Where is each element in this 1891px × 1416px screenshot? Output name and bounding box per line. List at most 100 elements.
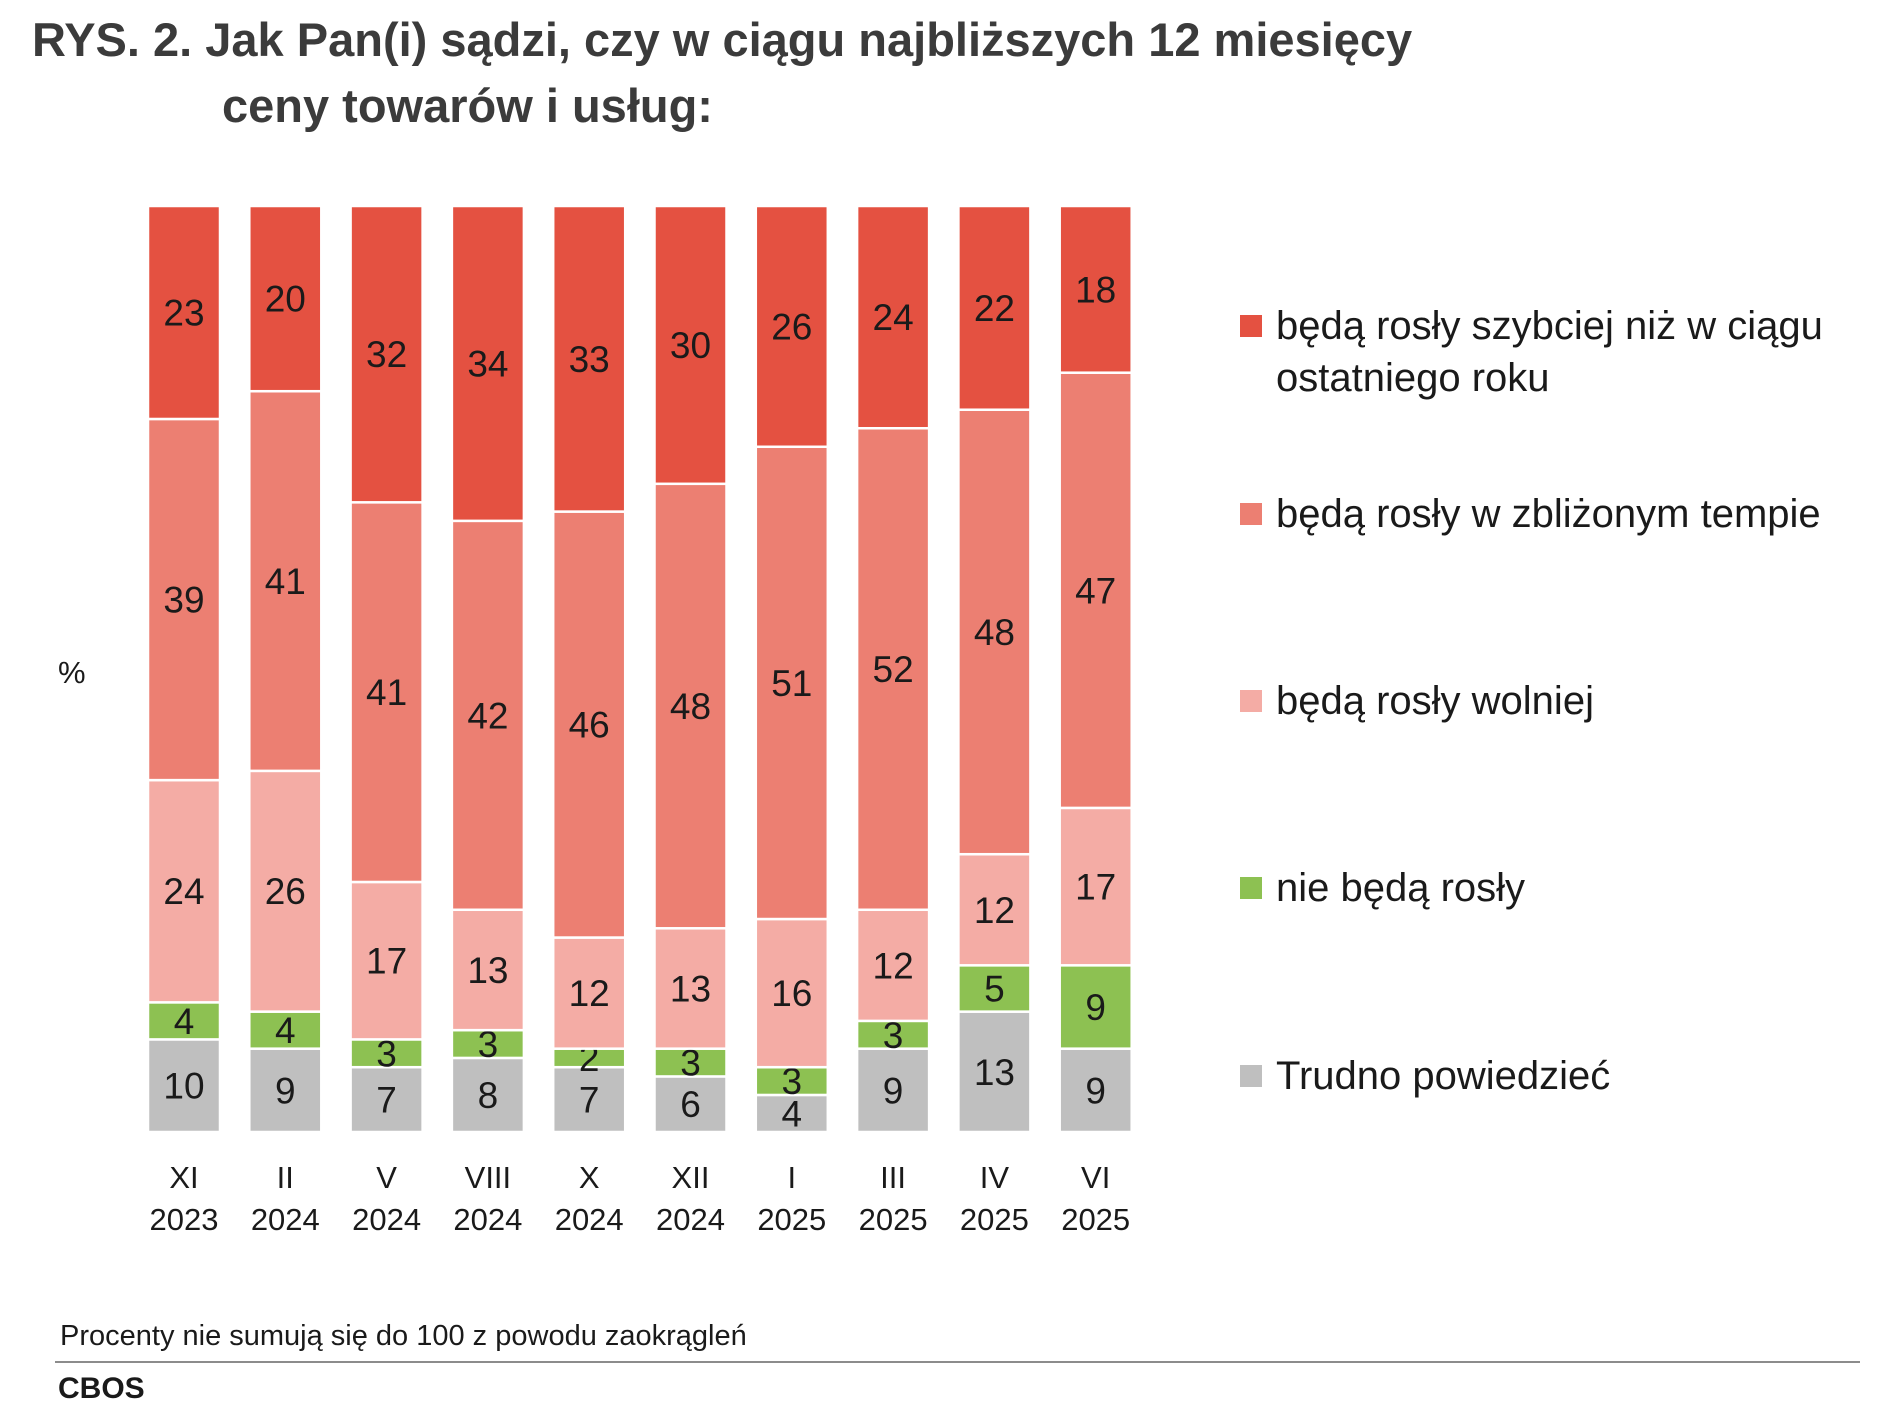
bar-segment: [248, 1047, 323, 1134]
data-label: 7: [376, 1080, 397, 1121]
x-tick-label: XII: [672, 1160, 710, 1195]
footer-divider: [55, 1361, 1860, 1363]
x-tick-label: 2023: [150, 1202, 219, 1237]
chart-title: RYS. 2. Jak Pan(i) sądzi, czy w ciągu na…: [32, 13, 1413, 66]
data-label: 30: [670, 325, 711, 366]
bar-segment: [450, 519, 526, 912]
data-label: 46: [569, 705, 610, 746]
data-label: 48: [974, 612, 1015, 653]
data-label: 13: [467, 950, 508, 991]
data-label: 18: [1075, 269, 1116, 310]
bar-segment: [855, 908, 931, 1023]
data-label: 7: [579, 1080, 600, 1121]
data-label: 48: [670, 686, 711, 727]
data-label: 24: [873, 297, 914, 338]
bar-segment: [1058, 371, 1133, 810]
bar-segment: [248, 389, 323, 773]
data-label: 12: [569, 973, 610, 1014]
bar-segment: [551, 510, 627, 939]
data-label: 34: [467, 343, 508, 384]
data-label: 4: [275, 1010, 296, 1051]
data-label: 41: [265, 561, 306, 602]
source-label: CBOS: [58, 1372, 145, 1405]
x-tick-label: III: [880, 1160, 906, 1195]
bar-segment: [957, 408, 1032, 856]
data-label: 3: [883, 1015, 904, 1056]
data-label: 3: [376, 1033, 397, 1074]
legend-swatch: [1240, 503, 1262, 525]
data-label: 8: [478, 1075, 499, 1116]
x-tick-label: I: [787, 1160, 796, 1195]
bar-segment: [450, 204, 526, 523]
data-label: 4: [174, 1001, 195, 1042]
data-label: 47: [1075, 570, 1116, 611]
legend-label-line: będą rosły w zbliżonym tempie: [1276, 492, 1821, 536]
bar-segment: [855, 426, 931, 912]
data-label: 12: [974, 890, 1015, 931]
x-tick-label: 2024: [453, 1202, 522, 1237]
bar-segment: [146, 1001, 222, 1041]
data-label: 4: [782, 1093, 803, 1134]
bar-segment: [349, 204, 424, 504]
data-label: 17: [366, 941, 407, 982]
bar-segment: [754, 1065, 830, 1097]
x-tick-label: 2024: [352, 1202, 421, 1237]
x-tick-label: 2025: [757, 1202, 826, 1237]
legend-label-line: ostatniego roku: [1276, 356, 1550, 400]
stacked-bar-chart: 104243923XI202394264120II202473174132V20…: [146, 204, 1133, 1237]
chart-title-continued: ceny towarów i usług:: [222, 79, 713, 132]
x-tick-label: V: [376, 1160, 397, 1195]
bar-segment: [450, 1056, 526, 1134]
data-label: 39: [163, 580, 204, 621]
x-tick-label: XI: [169, 1160, 198, 1195]
legend-label: będą rosły wolniej: [1276, 675, 1594, 727]
legend-swatch: [1240, 690, 1262, 712]
data-label: 3: [478, 1024, 499, 1065]
data-label: 16: [771, 973, 812, 1014]
legend-label: będą rosły szybciej niż w ciągu ostatnieg…: [1276, 300, 1823, 404]
data-label: 33: [569, 339, 610, 380]
data-label: 6: [680, 1084, 701, 1125]
data-label: 52: [873, 649, 914, 690]
bar-segment: [248, 204, 323, 393]
bar-segment: [855, 204, 931, 430]
data-label: 32: [366, 334, 407, 375]
bar-segment: [653, 204, 728, 486]
x-tick-label: VI: [1081, 1160, 1110, 1195]
bar-segment: [653, 1075, 728, 1134]
legend-label-line: nie będą rosły: [1276, 866, 1526, 910]
data-label: 20: [265, 279, 306, 320]
bar-segment: [1058, 806, 1133, 967]
bar-segment: [146, 204, 222, 421]
data-label: 5: [984, 968, 1005, 1009]
data-label: 51: [771, 663, 812, 704]
bar-segment: [248, 769, 323, 1013]
bar-segment: [754, 204, 830, 449]
data-label: 26: [771, 306, 812, 347]
x-tick-label: 2025: [859, 1202, 928, 1237]
legend-label-line: Trudno powiedzieć: [1276, 1054, 1611, 1098]
x-tick-label: 2024: [656, 1202, 725, 1237]
data-label: 24: [163, 871, 204, 912]
bar-segment: [957, 964, 1032, 1013]
x-tick-label: 2025: [1061, 1202, 1130, 1237]
x-tick-label: X: [579, 1160, 600, 1195]
data-label: 10: [163, 1066, 204, 1107]
legend-label-line: będą rosły szybciej niż w ciągu: [1276, 304, 1823, 348]
data-label: 26: [265, 871, 306, 912]
legend-label: nie będą rosły: [1276, 862, 1525, 914]
bar-segment: [957, 1010, 1032, 1134]
data-label: 42: [467, 695, 508, 736]
bar-segment: [349, 501, 424, 884]
data-label: 22: [974, 288, 1015, 329]
bar-segment: [551, 204, 627, 513]
data-label: 41: [366, 672, 407, 713]
data-label: 9: [1085, 987, 1106, 1028]
y-axis-unit-label: %: [58, 655, 86, 690]
x-tick-label: 2024: [251, 1202, 320, 1237]
data-label: 13: [974, 1052, 1015, 1093]
bar-segment: [754, 917, 830, 1069]
bar-segment: [1058, 1047, 1133, 1134]
legend-swatch: [1240, 315, 1262, 337]
footnote: Procenty nie sumują się do 100 z powodu …: [60, 1320, 747, 1352]
